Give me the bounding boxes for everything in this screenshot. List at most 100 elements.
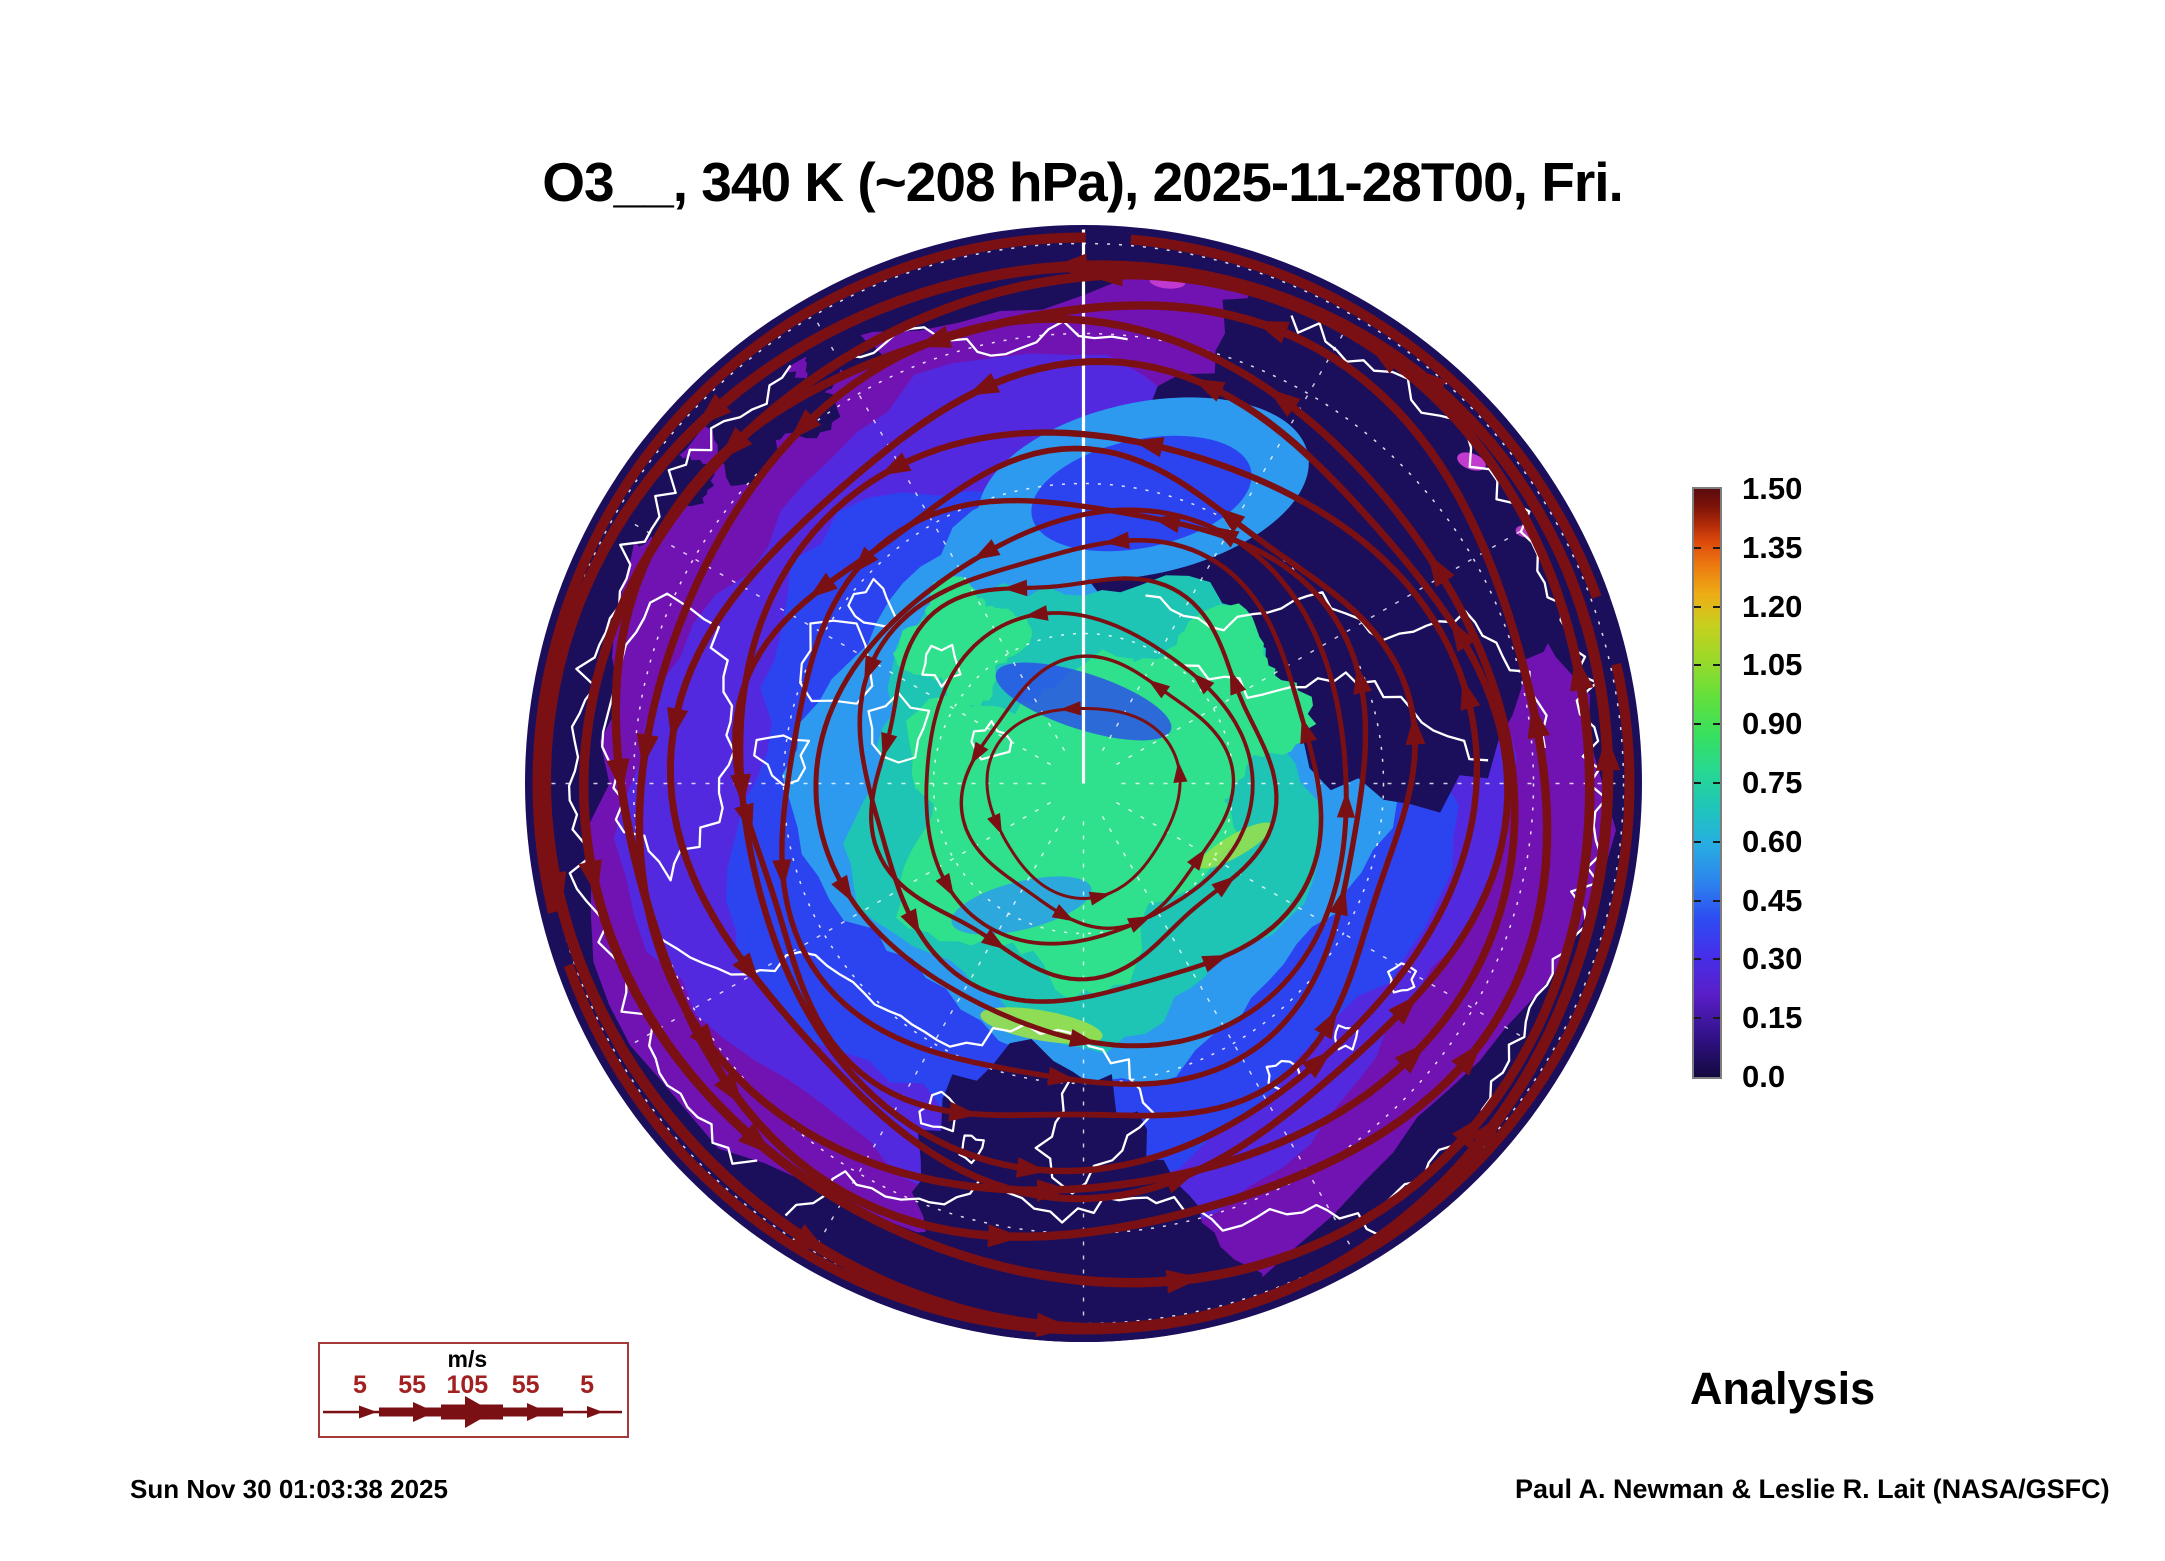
graticule-meridian: [1116, 801, 1561, 1060]
graticule-circle: [632, 332, 1535, 1235]
plot-title: O3__, 340 K (~208 hPa), 2025-11-28T00, F…: [542, 151, 1624, 213]
coastline: [1183, 664, 1489, 762]
colorbar-labels: 1.50 1.35 1.20 1.05 0.90 0.75 0.60 0.45 0.30 0.15…: [1742, 471, 1860, 1094]
streamline-arrowhead: [696, 393, 732, 427]
streamline-arrowhead: [972, 539, 1001, 561]
coastline: [1034, 1030, 1155, 1195]
colorbar-tick-label: 1.35: [1742, 529, 1803, 565]
streamline-thin-segment: [323, 1410, 379, 1414]
colorbar-tick-label: 0.15: [1742, 1000, 1803, 1036]
wind-streamline: [868, 576, 1279, 982]
credit-line: Paul A. Newman & Leslie R. Lait (NASA/GS…: [1515, 1474, 2110, 1504]
render-timestamp: Sun Nov 30 01:03:38 2025: [130, 1474, 448, 1504]
streamline-arrowhead: [916, 325, 953, 348]
streamline-arrowhead: [1187, 848, 1206, 871]
colorbar-tick-label: 0.30: [1742, 941, 1803, 977]
colorbar-tick-label: 0.90: [1742, 706, 1803, 742]
colorbar-tick-mark: [1713, 899, 1720, 902]
colorbar-tick-label: 0.0: [1742, 1059, 1786, 1094]
magenta-speck: [1457, 452, 1486, 471]
streamline-arrowhead: [606, 758, 630, 794]
ozone-field-region: [951, 876, 1092, 935]
graticule-meridian: [1101, 816, 1360, 1261]
colorbar-tick-mark: [1694, 664, 1701, 667]
colorbar-tick-mark: [1694, 546, 1701, 549]
wind-speed-glyph: [323, 1396, 622, 1428]
small-arrowhead-icon: [587, 1406, 603, 1418]
streamline-arrowhead: [578, 859, 602, 897]
streamline-medium-segment: [379, 1407, 441, 1417]
colorbar-tick-label: 0.60: [1742, 823, 1803, 859]
streamline-arrowhead: [1452, 1115, 1485, 1150]
colorbar-tick-mark: [1713, 605, 1720, 608]
streamline-arrowhead: [1470, 1114, 1503, 1151]
streamline-arrowhead: [1088, 891, 1111, 906]
colorbar-tick-label: 0.75: [1742, 765, 1803, 800]
streamline-arrowhead: [881, 732, 898, 758]
streamline-arrowhead: [879, 452, 912, 476]
streamline-arrowhead: [1024, 605, 1049, 621]
streamline-arrowhead: [1427, 553, 1455, 588]
wind-speed-value: 5: [352, 1371, 367, 1399]
graticule-meridian: [606, 507, 1051, 766]
streamline-arrowhead: [1103, 531, 1130, 549]
streamline-arrowhead: [636, 733, 659, 768]
streamline-arrowhead: [1165, 1269, 1202, 1294]
polar-map: [525, 225, 1642, 1342]
streamline-arrowhead: [1051, 904, 1075, 922]
streamline-arrowhead: [1300, 717, 1318, 745]
colorbar-tick-mark: [1694, 723, 1701, 726]
streamline-arrowhead: [1147, 679, 1171, 699]
ozone-field-region: [665, 312, 841, 487]
colorbar-tick-mark: [1713, 723, 1720, 726]
wind-speed-value: 5: [580, 1371, 595, 1399]
polar-map-canvas: [532, 225, 1642, 1342]
colorbar-gradient: [1692, 487, 1722, 1079]
streamline-arrowhead: [970, 741, 989, 765]
streamline-arrowhead: [1152, 514, 1182, 533]
wind-streamline: [666, 357, 1512, 1203]
colorbar-tick-label: 0.45: [1742, 882, 1803, 918]
medium-arrowhead-icon: [527, 1403, 547, 1421]
streamline-arrowhead: [987, 813, 1002, 835]
streamline-arrowhead: [1016, 1157, 1048, 1178]
colorbar-tick-label: 1.20: [1742, 588, 1803, 624]
streamline-arrowhead: [1460, 678, 1481, 711]
streamline-arrowhead: [1405, 715, 1426, 745]
streamline-arrowhead: [1314, 1009, 1338, 1040]
streamline-arrowhead: [1173, 761, 1188, 783]
colorbar-tick-mark: [1713, 958, 1720, 961]
streamline-arrowhead: [935, 873, 955, 897]
graticule-meridian: [807, 816, 1066, 1261]
wind-speed-value: 55: [398, 1371, 426, 1399]
streamline-arrowhead: [1216, 506, 1246, 533]
colorbar-tick-mark: [1694, 958, 1701, 961]
streamline-arrowhead: [900, 908, 921, 935]
wind-speed-value: 105: [446, 1371, 489, 1399]
colorbar-tick-mark: [1694, 605, 1701, 608]
large-arrowhead-icon: [465, 1396, 493, 1428]
streamline-arrowhead: [1068, 1029, 1097, 1047]
coastline: [567, 364, 792, 1165]
coastline: [652, 932, 1075, 1048]
wind-speed-value: 55: [511, 1371, 540, 1399]
wind-unit-label: m/s: [447, 1346, 488, 1372]
streamline-arrowhead: [831, 874, 853, 903]
streamline-arrowhead: [1132, 437, 1165, 458]
streamline-arrowhead: [864, 654, 882, 682]
colorbar-tick-mark: [1694, 840, 1701, 843]
wind-streamline: [779, 497, 1369, 1087]
streamline-arrowhead: [1368, 343, 1404, 374]
streamline-arrowhead: [1450, 619, 1476, 652]
wind-streamline: [857, 537, 1324, 1004]
island-coastline: [867, 692, 931, 764]
colorbar-tick-mark: [1713, 840, 1720, 843]
streamline-arrowhead: [987, 1224, 1022, 1248]
streamline-arrowhead: [732, 952, 760, 984]
streamline-arrowhead: [1047, 1066, 1077, 1086]
streamline-arrowhead: [1329, 886, 1348, 917]
streamline-arrowhead: [1192, 672, 1215, 695]
streamline-arrowhead: [667, 706, 689, 740]
streamline-arrowhead: [1451, 1042, 1482, 1076]
